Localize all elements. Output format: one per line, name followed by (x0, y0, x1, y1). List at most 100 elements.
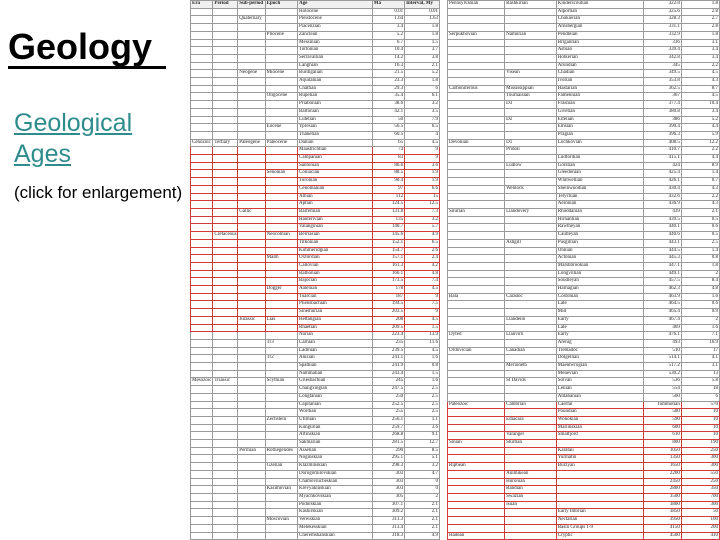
table-row: Soudleyan 457.5 8.4 (447, 277, 720, 286)
table-cell: 0.5 (680, 231, 720, 240)
table-cell (212, 292, 239, 302)
table-row: Sinian Sturtian 800 190 (447, 439, 720, 448)
table-cell (212, 485, 239, 494)
table-cell (447, 485, 506, 494)
table-cell (190, 161, 214, 171)
table-cell: 349.5 (642, 69, 682, 79)
table-cell: Pliensbachian (297, 300, 373, 310)
table-cell: Arundian (555, 61, 644, 71)
table-row: Cretaceous Neocomian Berriasian 145.6 4.9 (190, 231, 440, 240)
table-row: Karatau 1050 250 (447, 446, 720, 456)
table-cell: 3.8 (404, 53, 440, 63)
table-cell (212, 285, 239, 294)
table-cell: Krevyakinskian (297, 485, 373, 494)
table-cell (447, 423, 506, 433)
table-cell (504, 200, 557, 209)
table-cell: 3.2 (404, 215, 440, 225)
table-cell: 469 (642, 323, 682, 333)
table-cell (504, 177, 557, 186)
enlargement-note: (click for enlargement) (14, 183, 183, 202)
table-cell: Yurmatin (555, 454, 644, 464)
table-cell (504, 300, 557, 310)
table-cell (504, 354, 557, 364)
table-cell: 2800 (642, 485, 682, 494)
table-cell (447, 338, 506, 348)
table-cell (264, 146, 299, 156)
geological-timescale-table-left[interactable]: Era Period Sub-period Epoch Age Ma Interval, M… (190, 0, 440, 540)
table-cell: 449.1 (642, 269, 682, 279)
table-cell: 362.5 (642, 84, 682, 94)
geological-ages-link[interactable]: Geological Ages (14, 109, 133, 168)
table-cell: 8.4 (680, 277, 720, 286)
table-row: St Davids Solvan 536 5.8 (447, 377, 720, 387)
table-cell: Langhian (297, 61, 373, 71)
table-cell: Caradoc (504, 292, 557, 302)
table-row: Carboniferous Mississippian Hastarian 362.5… (447, 84, 720, 94)
table-cell (504, 77, 557, 86)
table-cell (190, 346, 214, 356)
table-cell: 290 (371, 446, 406, 456)
table-cell (190, 192, 214, 202)
table-cell (212, 323, 239, 333)
table-cell (447, 192, 506, 202)
table-cell: 1.9 (404, 177, 440, 186)
table-cell (212, 161, 239, 171)
table-cell: Chokierian (555, 15, 644, 25)
table-cell: 187 (371, 292, 406, 302)
table-cell: Paleozoic (447, 400, 506, 410)
table-cell (212, 477, 239, 487)
table-cell: 425.4 (642, 169, 682, 179)
table-cell: 3950 (642, 516, 682, 525)
table-cell: Animikean (504, 469, 557, 479)
table-cell: Alportian (555, 7, 644, 17)
table-cell: 173.5 (371, 277, 406, 286)
table-cell: Rotliegendes (264, 446, 299, 456)
table-cell (264, 385, 299, 394)
table-row: Givetian 380.8 3.4 (447, 107, 720, 117)
table-row: Bajocian 173.5 7.4 (190, 277, 440, 286)
geological-timescale-table-right[interactable]: Pennsylvanian Bashkirian Kinderscoutian 322… (447, 0, 720, 540)
table-cell (190, 23, 214, 32)
table-cell (212, 223, 239, 233)
table-row: Aquitanian 23.3 1.8 (190, 77, 440, 86)
table-cell (190, 169, 214, 179)
table-cell: Llandeilo (504, 315, 557, 325)
table-cell (190, 300, 214, 310)
table-cell: 5.1 (404, 454, 440, 464)
table-cell (190, 107, 214, 117)
table-cell: 1050 (642, 446, 682, 456)
table-cell (555, 485, 644, 494)
table-cell (237, 177, 266, 186)
table-row: Holocene 0.01 0.01 (190, 7, 440, 17)
table-cell (447, 38, 506, 48)
table-cell (190, 177, 214, 186)
table-cell (264, 130, 299, 140)
table-cell (190, 369, 214, 379)
table-cell: Kimmeridgian (297, 246, 373, 256)
table-cell (264, 23, 299, 32)
table-cell (190, 61, 214, 71)
column-header: Era (190, 0, 214, 9)
table-cell: 424 (642, 161, 682, 171)
table-cell (264, 493, 299, 502)
table-cell (447, 46, 506, 55)
table-cell: 6 (680, 392, 720, 402)
table-cell: Serravallian (297, 53, 373, 63)
table-cell (504, 308, 557, 317)
table-cell: 4.4 (680, 154, 720, 163)
table-cell: 16.9 (680, 338, 720, 348)
table-cell: 4.5 (404, 346, 440, 356)
table-row: Merioneth Maentwrogian 517.2 3.1 (447, 362, 720, 371)
table-cell (190, 7, 214, 17)
table-cell: 223.4 (371, 331, 406, 340)
table-cell: 1.6 (680, 292, 720, 302)
table-row: Pliocene Zanclean 5.2 1.8 (190, 30, 440, 40)
table-cell (447, 392, 506, 402)
table-cell (504, 462, 557, 471)
table-cell (212, 462, 239, 471)
table-row: Silurian Llandovery Rhuddanian 439 2.1 (447, 208, 720, 217)
table-row: Oligocene Rupelian 35.4 6.1 (190, 92, 440, 102)
table-cell: Anisian (297, 354, 373, 364)
table-cell (212, 7, 239, 17)
table-cell (212, 315, 239, 325)
